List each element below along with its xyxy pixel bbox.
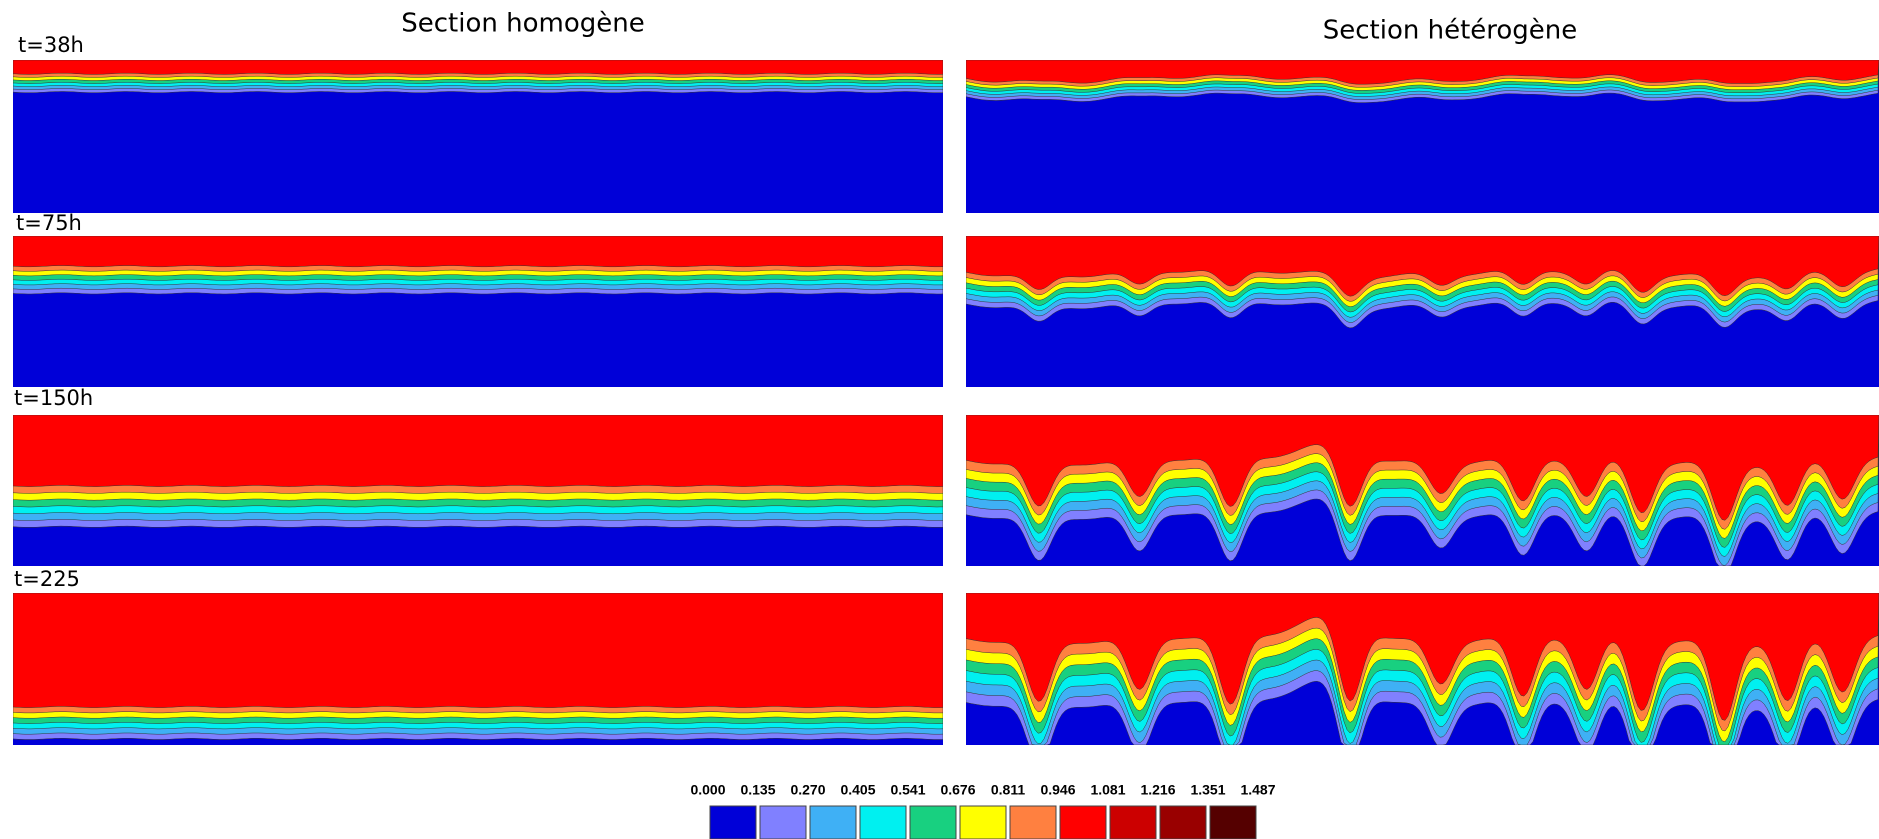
colorbar-swatch — [1109, 805, 1157, 839]
colorbar-label: 0.811 — [991, 782, 1025, 798]
contour-layers — [966, 593, 1879, 745]
colorbar-swatch — [1059, 805, 1107, 839]
colorbar-label: 0.946 — [1040, 782, 1075, 798]
time-label: t=225 — [14, 567, 80, 591]
colorbar-swatch — [759, 805, 807, 839]
contour-panel — [13, 593, 943, 745]
contour-panel — [13, 60, 943, 213]
colorbar-swatch — [709, 805, 757, 839]
time-label: t=38h — [18, 33, 84, 57]
contour-panel — [13, 415, 943, 566]
colorbar-swatch — [1009, 805, 1057, 839]
time-label: t=150h — [14, 386, 93, 410]
colorbar-label: 0.676 — [940, 782, 975, 798]
contour-panel — [966, 593, 1879, 745]
contour-layers — [13, 593, 943, 745]
colorbar-label: 1.351 — [1190, 782, 1225, 798]
contour-band — [966, 60, 1879, 85]
time-label: t=75h — [16, 211, 82, 235]
contour-panel — [966, 236, 1879, 387]
column-title: Section hétérogène — [1323, 16, 1578, 46]
colorbar-swatch — [859, 805, 907, 839]
contour-band — [966, 415, 1879, 521]
contour-panel — [966, 60, 1879, 213]
colorbar-swatch — [1209, 805, 1257, 839]
contour-band — [966, 236, 1879, 297]
contour-band — [966, 593, 1879, 721]
contour-layers — [966, 236, 1879, 387]
contour-layers — [13, 236, 943, 387]
colorbar-swatch — [809, 805, 857, 839]
colorbar-swatch — [1159, 805, 1207, 839]
colorbar-label: 0.405 — [840, 782, 875, 798]
contour-layers — [966, 415, 1879, 566]
colorbar-label: 1.487 — [1240, 782, 1275, 798]
contour-layers — [13, 60, 943, 213]
contour-band — [13, 60, 943, 75]
contour-panel — [966, 415, 1879, 566]
contour-layers — [13, 415, 943, 566]
colorbar-label: 0.000 — [690, 782, 725, 798]
colorbar-label: 0.541 — [890, 782, 925, 798]
colorbar-label: 1.081 — [1090, 782, 1125, 798]
contour-panel — [13, 236, 943, 387]
contour-band — [13, 236, 943, 268]
column-title: Section homogène — [401, 9, 644, 39]
colorbar-label: 0.135 — [740, 782, 775, 798]
colorbar-label: 0.270 — [790, 782, 825, 798]
contour-band — [13, 593, 943, 708]
colorbar-swatch — [909, 805, 957, 839]
colorbar-label: 1.216 — [1140, 782, 1175, 798]
contour-layers — [966, 60, 1879, 213]
contour-band — [13, 415, 943, 487]
colorbar-swatch — [959, 805, 1007, 839]
